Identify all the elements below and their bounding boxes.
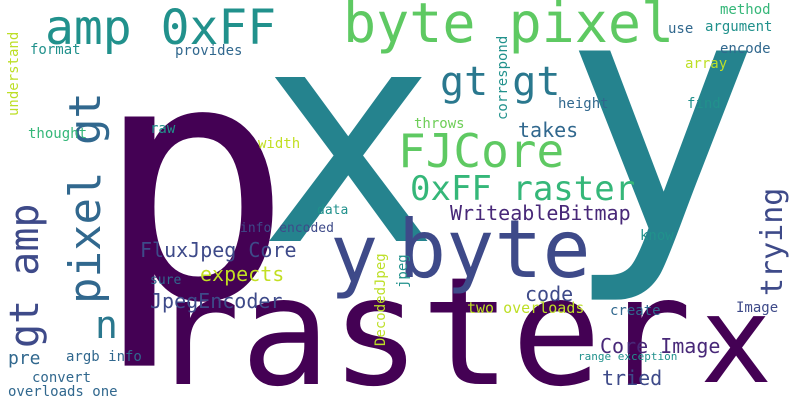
- word-fluxjpeg-core: FluxJpeg Core: [140, 238, 297, 262]
- word-raw: raw: [150, 121, 176, 137]
- word-understand: understand: [6, 31, 22, 116]
- word-gt-gt: gt gt: [440, 59, 561, 105]
- word-trying: trying: [755, 187, 790, 296]
- word-x-large: x: [258, 0, 439, 312]
- word-y-large: y: [562, 0, 761, 309]
- word-overloads-one: overloads one: [8, 384, 118, 400]
- word-two-overloads: two overloads: [467, 299, 585, 317]
- word-expects: expects: [200, 262, 285, 286]
- word-height: height: [558, 96, 609, 112]
- word-know: know: [640, 228, 674, 244]
- word-0xff-raster: 0xFF raster: [410, 169, 636, 209]
- word-tried: tried: [602, 366, 663, 390]
- word-y-mid: y: [330, 208, 379, 301]
- word-encode: encode: [720, 41, 771, 57]
- word-pre: pre: [8, 348, 41, 369]
- word-writeablebitmap: WriteableBitmap: [450, 201, 631, 225]
- word-argument: argument: [705, 19, 773, 35]
- word-data: data: [317, 203, 349, 218]
- word-sure: sure: [150, 273, 182, 288]
- word-amp-0xff: amp 0xFF: [45, 0, 277, 56]
- word-fjcore: FJCore: [398, 124, 565, 178]
- word-takes: takes: [518, 118, 579, 142]
- word-jpegencoder: JpegEncoder: [150, 289, 283, 313]
- word-byte-pixel: byte pixel: [343, 0, 675, 55]
- word-info-encoded: info encoded: [240, 221, 334, 236]
- word-raster: raster: [150, 246, 692, 400]
- word-format: format: [30, 42, 81, 58]
- word-create: create: [610, 303, 661, 319]
- word-use: use: [668, 21, 694, 37]
- word-x-small: x: [700, 272, 773, 400]
- word-range-exception: range exception: [578, 350, 678, 363]
- word-provides: provides: [175, 43, 243, 59]
- word-correspond: correspond: [495, 35, 511, 120]
- word-throws: throws: [414, 116, 465, 132]
- word-decodedjpeg: DecodedJpeg: [373, 253, 389, 346]
- word-argb-info: argb info: [66, 349, 142, 365]
- word-n: n: [95, 303, 118, 347]
- word-code: code: [525, 282, 574, 306]
- word-core-image: Core Image: [600, 334, 721, 358]
- word-width: width: [258, 136, 301, 152]
- word-gt-amp: gt amp: [2, 203, 48, 349]
- word-pixel-gt: pixel gt: [60, 92, 111, 304]
- word-jpeg: jpeg: [395, 254, 411, 288]
- word-image: Image: [736, 300, 779, 316]
- word-convert: convert: [32, 370, 92, 386]
- word-byte: byte: [398, 203, 591, 296]
- word-p: p: [94, 0, 293, 375]
- word-method: method: [720, 2, 771, 18]
- word-array: array: [685, 56, 728, 72]
- word-find: find: [687, 96, 721, 112]
- word-thought: thought: [28, 126, 88, 142]
